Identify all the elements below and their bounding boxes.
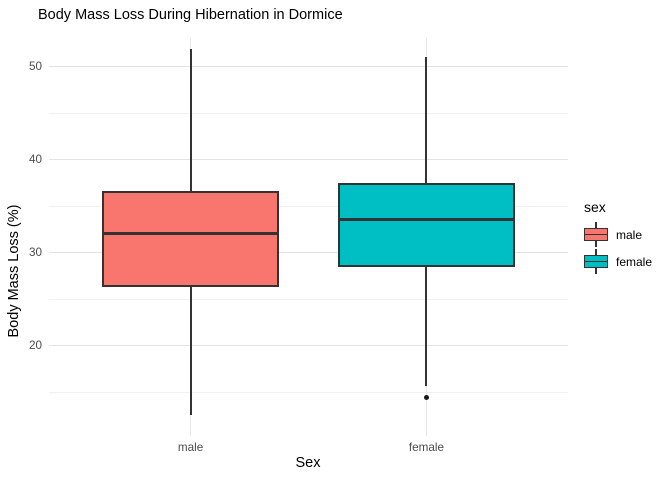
gridline-major — [49, 159, 568, 161]
whisker-lower — [189, 287, 192, 415]
gridline-minor — [49, 205, 568, 207]
boxplot-key-icon — [584, 249, 608, 274]
y-tick-label: 30 — [28, 245, 42, 259]
y-tick-label: 20 — [28, 338, 42, 352]
box-female — [337, 183, 515, 267]
y-tick-label: 40 — [28, 152, 42, 166]
y-tick-label: 50 — [28, 59, 42, 73]
plot-title: Body Mass Loss During Hibernation in Dor… — [38, 7, 343, 23]
median-female — [337, 217, 515, 221]
legend-label-male: male — [616, 227, 643, 242]
gridline-minor — [49, 112, 568, 114]
whisker-upper — [189, 49, 192, 192]
legend-item-male: male — [584, 222, 652, 247]
x-tick-label: male — [177, 441, 204, 454]
box-male — [102, 191, 279, 288]
median-male — [102, 231, 279, 235]
legend-title: sex — [584, 199, 606, 215]
gridline-major — [49, 66, 568, 68]
legend-label-female: female — [616, 254, 653, 269]
whisker-upper — [425, 56, 428, 184]
legend-item-female: female — [584, 249, 652, 274]
gridline-minor — [49, 298, 568, 300]
x-axis-title: Sex — [295, 455, 321, 471]
key-median-line — [584, 260, 608, 263]
legend: sex male female — [584, 199, 652, 276]
whisker-lower — [425, 266, 428, 386]
gridline-major — [49, 252, 568, 254]
key-median-line — [584, 233, 608, 236]
plot-panel — [49, 38, 568, 436]
gridline-minor — [49, 391, 568, 393]
gridline-major — [49, 345, 568, 347]
outlier-point — [423, 395, 429, 401]
boxplot-key-icon — [584, 222, 608, 247]
x-tick-label: female — [408, 441, 444, 454]
